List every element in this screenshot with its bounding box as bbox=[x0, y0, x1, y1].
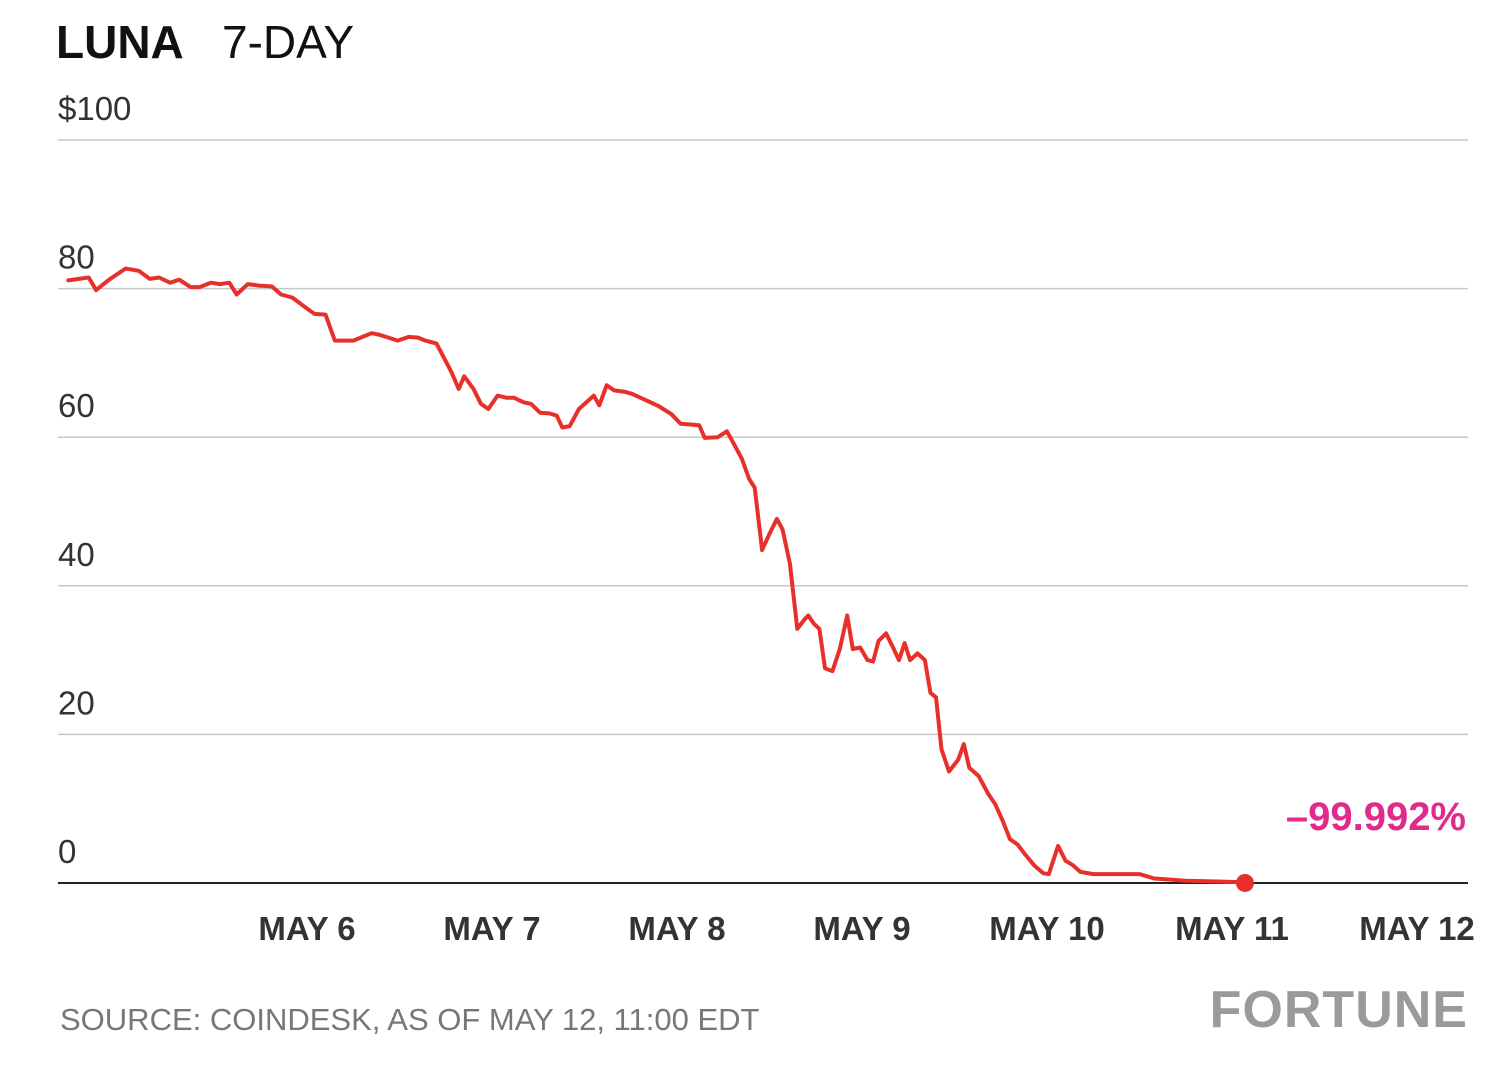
x-tick-label: MAY 12 bbox=[1359, 910, 1475, 947]
x-tick-label: MAY 8 bbox=[628, 910, 725, 947]
y-tick-label: 80 bbox=[58, 239, 95, 276]
y-tick-label: 60 bbox=[58, 387, 95, 424]
price-line bbox=[66, 266, 1247, 885]
x-tick-label: MAY 10 bbox=[989, 910, 1105, 947]
x-tick-label: MAY 7 bbox=[443, 910, 540, 947]
x-tick-label: MAY 9 bbox=[813, 910, 910, 947]
y-tick-label: 20 bbox=[58, 684, 95, 721]
y-tick-label: $100 bbox=[58, 90, 131, 127]
end-point-marker bbox=[1235, 873, 1254, 892]
source-note: SOURCE: COINDESK, AS OF MAY 12, 11:00 ED… bbox=[60, 1002, 760, 1037]
chart-subtitle: 7-DAY bbox=[222, 16, 354, 68]
change-annotation: –99.992% bbox=[1286, 795, 1466, 839]
x-axis-ticks: MAY 6 MAY 7 MAY 8 MAY 9 MAY 10 MAY 11 MAY 12 bbox=[258, 910, 1474, 947]
y-tick-label: 40 bbox=[58, 536, 95, 573]
chart-title: LUNA bbox=[56, 16, 184, 68]
x-tick-label: MAY 11 bbox=[1175, 910, 1289, 947]
brand-logo: FORTUNE bbox=[1210, 981, 1468, 1039]
series-layer bbox=[66, 266, 1254, 892]
gridlines bbox=[58, 139, 1468, 884]
x-tick-label: MAY 6 bbox=[258, 910, 355, 947]
y-tick-label: 0 bbox=[58, 833, 76, 870]
y-axis-ticks: $100 80 60 40 20 0 bbox=[58, 90, 131, 870]
